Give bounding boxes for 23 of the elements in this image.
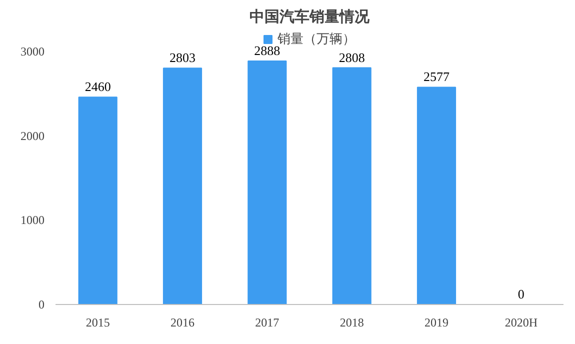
bar xyxy=(162,68,202,304)
x-tick-label: 2018 xyxy=(340,316,364,330)
y-tick-label: 0 xyxy=(38,298,44,312)
x-tick-label: 2019 xyxy=(424,316,448,330)
chart-title: 中国汽车销量情况 xyxy=(250,8,370,26)
data-label: 2888 xyxy=(254,43,280,58)
bar xyxy=(416,86,456,304)
y-tick-label: 3000 xyxy=(20,44,44,59)
bar xyxy=(78,96,118,304)
data-label: 2803 xyxy=(170,50,196,66)
bar xyxy=(332,67,372,304)
x-tick-label: 2015 xyxy=(86,316,110,330)
data-label: 0 xyxy=(518,286,524,302)
x-tick-label: 2017 xyxy=(255,316,280,330)
x-tick-label: 2020H xyxy=(504,316,538,330)
x-tick-label: 2016 xyxy=(170,316,194,330)
y-tick-label: 1000 xyxy=(20,213,44,228)
y-tick-label: 2000 xyxy=(20,128,44,143)
data-label: 2577 xyxy=(424,69,450,84)
data-label: 2460 xyxy=(84,79,111,94)
legend-label: 销量（万辆） xyxy=(278,31,356,47)
data-label: 2808 xyxy=(338,50,365,65)
bar xyxy=(248,60,287,304)
